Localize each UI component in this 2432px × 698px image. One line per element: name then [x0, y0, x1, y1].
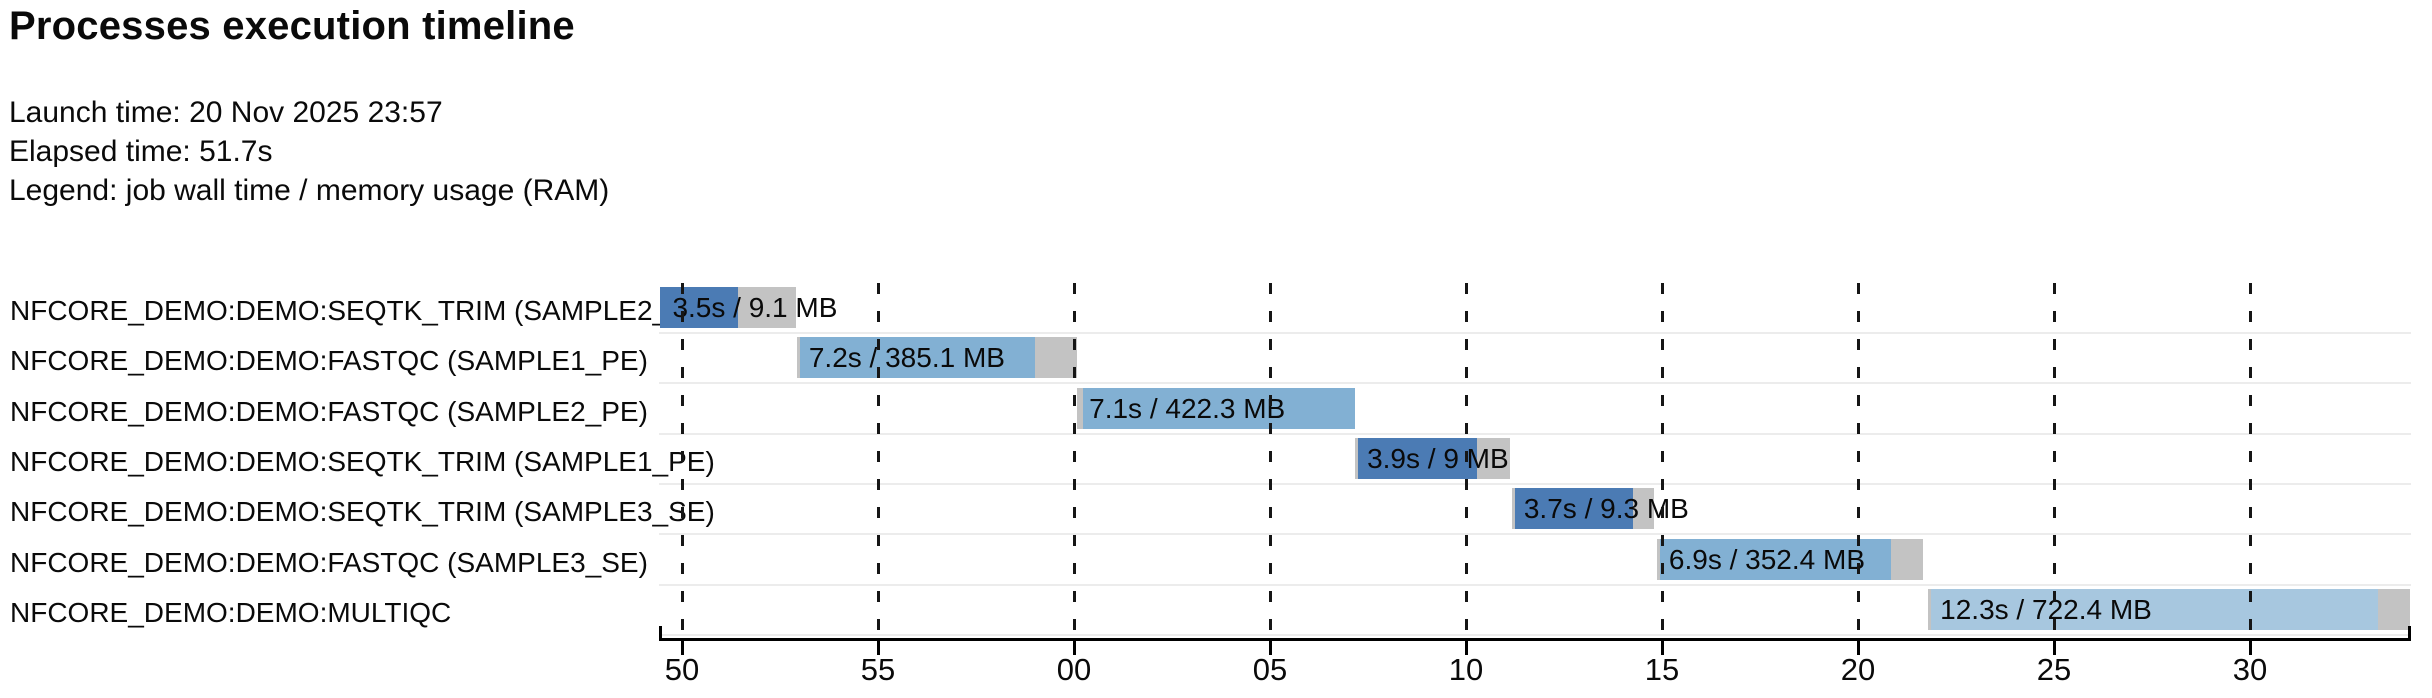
gridline — [876, 283, 880, 638]
axis-tick-label: 00 — [1056, 652, 1092, 687]
process-label: NFCORE_DEMO:DEMO:SEQTK_TRIM (SAMPLE1_PE) — [10, 445, 715, 477]
axis-tick — [1856, 638, 1860, 655]
gridline — [2248, 283, 2252, 638]
page-title: Processes execution timeline — [9, 4, 575, 48]
gridline — [1268, 283, 1272, 638]
axis-tick-label: 10 — [1448, 652, 1484, 687]
row-separator — [659, 633, 2411, 636]
job-bar-active — [1083, 387, 1356, 429]
axis-tick — [876, 638, 880, 655]
axis-tick-label: 05 — [1252, 652, 1288, 687]
axis-tick-label: 15 — [1644, 652, 1680, 687]
job-bar[interactable]: 3.7s / 9.3 MB — [1511, 488, 1689, 530]
row-separator — [659, 482, 2411, 485]
row-separator — [659, 382, 2411, 385]
row-separator — [659, 583, 2411, 586]
gridline — [1072, 283, 1076, 638]
job-duration-label: 7.1s / 422.3 MB — [1089, 392, 1286, 424]
job-duration-label: 3.7s / 9.3 MB — [1523, 493, 1689, 525]
axis-endcap — [659, 626, 662, 641]
job-bar-active — [1660, 538, 1892, 580]
axis-tick — [1268, 638, 1272, 655]
process-label: NFCORE_DEMO:DEMO:FASTQC (SAMPLE1_PE) — [10, 345, 648, 377]
job-bar-active — [1514, 488, 1633, 530]
launch-time-text: Launch time: 20 Nov 2025 23:57 — [9, 96, 443, 129]
x-axis-line — [659, 638, 2411, 641]
legend-text: Legend: job wall time / memory usage (RA… — [9, 174, 610, 207]
axis-tick — [2052, 638, 2056, 655]
axis-tick — [1072, 638, 1076, 655]
job-duration-label: 6.9s / 352.4 MB — [1668, 543, 1865, 575]
axis-tick-label: 55 — [860, 652, 896, 687]
job-bar-active — [1358, 437, 1477, 479]
job-bar[interactable]: 6.9s / 352.4 MB — [1656, 538, 1924, 580]
job-bar[interactable]: 7.1s / 422.3 MB — [1077, 387, 1356, 429]
process-label: NFCORE_DEMO:DEMO:MULTIQC — [10, 596, 452, 628]
gridline — [680, 283, 684, 638]
row-separator — [659, 533, 2411, 536]
report-meta: Launch time: 20 Nov 2025 23:57 Elapsed t… — [9, 93, 609, 210]
job-bar-active — [1931, 588, 2379, 630]
process-label: NFCORE_DEMO:DEMO:FASTQC (SAMPLE2_PE) — [10, 395, 648, 427]
axis-tick — [1464, 638, 1468, 655]
axis-tick-label: 50 — [664, 652, 700, 687]
job-bar-active — [660, 287, 739, 328]
gridline — [1856, 283, 1860, 638]
row-separator — [659, 432, 2411, 435]
job-bar[interactable]: 3.9s / 9 MB — [1355, 437, 1510, 479]
job-duration-label: 3.5s / 9.1 MB — [672, 292, 838, 323]
job-bar[interactable]: 7.2s / 385.1 MB — [796, 337, 1078, 379]
axis-tick-label: 20 — [1840, 652, 1876, 687]
gridline — [1660, 283, 1664, 638]
job-duration-label: 7.2s / 385.1 MB — [808, 342, 1005, 374]
job-bar-active — [799, 337, 1036, 379]
process-label: NFCORE_DEMO:DEMO:SEQTK_TRIM (SAMPLE3_SE) — [10, 496, 715, 528]
job-bar[interactable]: 12.3s / 722.4 MB — [1928, 588, 2410, 630]
axis-tick — [2248, 638, 2252, 655]
job-duration-label: 12.3s / 722.4 MB — [1940, 593, 2152, 625]
gridline — [2052, 283, 2056, 638]
axis-tick — [1660, 638, 1664, 655]
axis-tick — [680, 638, 684, 655]
elapsed-time-text: Elapsed time: 51.7s — [9, 135, 273, 168]
job-duration-label: 3.9s / 9 MB — [1367, 442, 1509, 474]
row-separator — [659, 332, 2411, 334]
axis-tick-label: 25 — [2036, 652, 2072, 687]
process-label: NFCORE_DEMO:DEMO:FASTQC (SAMPLE3_SE) — [10, 546, 648, 578]
axis-tick-label: 30 — [2232, 652, 2268, 687]
gridline — [1464, 283, 1468, 638]
axis-endcap — [2408, 626, 2411, 641]
process-label: NFCORE_DEMO:DEMO:SEQTK_TRIM (SAMPLE2_PE) — [10, 295, 715, 326]
